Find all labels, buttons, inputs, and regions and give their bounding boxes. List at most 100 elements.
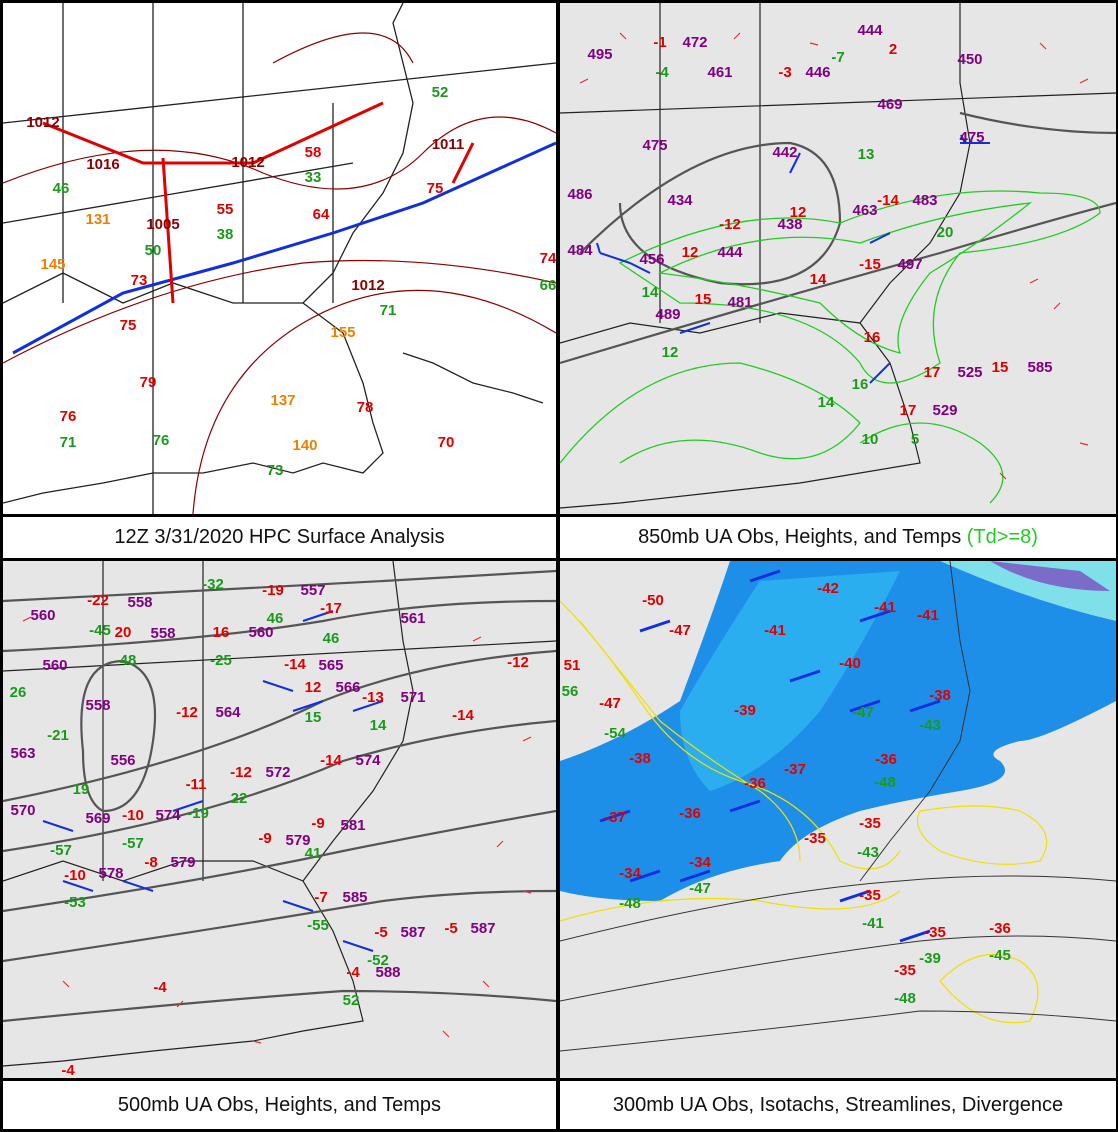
station-label: 73 (267, 462, 284, 479)
station-label: -47 (689, 880, 711, 897)
station-label: -55 (307, 917, 329, 934)
station-label: 75 (120, 317, 137, 334)
station-label: -12 (719, 216, 741, 233)
station-label: -43 (857, 844, 879, 861)
station-label: -41 (764, 622, 786, 639)
station-label: 12 (682, 244, 699, 261)
station-label: 483 (912, 192, 937, 209)
station-label: -35 (859, 887, 881, 904)
station-label: 581 (340, 817, 365, 834)
station-label: -32 (202, 576, 224, 593)
station-label: -57 (50, 842, 72, 859)
station-label: -5 (374, 924, 387, 941)
station-label: 16 (852, 376, 869, 393)
station-label: -19 (187, 805, 209, 822)
station-label: 48 (120, 652, 137, 669)
caption-text: 12Z 3/31/2020 HPC Surface Analysis (114, 526, 445, 548)
station-label: 450 (957, 51, 982, 68)
station-label: -45 (989, 947, 1011, 964)
caption: 850mb UA Obs, Heights, and Temps (Td>=8) (560, 517, 1116, 558)
station-label: 438 (777, 216, 802, 233)
station-label: 17 (924, 364, 941, 381)
station-label: 26 (10, 684, 27, 701)
station-label: 588 (375, 964, 400, 981)
station-label: -41 (862, 915, 884, 932)
station-label: -12 (230, 764, 252, 781)
station-label: 579 (170, 854, 195, 871)
station-label: -47 (852, 704, 874, 721)
station-label: 131 (85, 211, 110, 228)
station-label: 15 (992, 359, 1009, 376)
station-label: 14 (642, 284, 659, 301)
station-label: 560 (42, 657, 67, 674)
station-label: -36 (989, 920, 1011, 937)
station-label: 446 (805, 64, 830, 81)
station-label: 1011 (432, 136, 465, 153)
station-label: -4 (61, 1062, 75, 1078)
station-label: -5 (444, 920, 457, 937)
station-label: -36 (744, 775, 766, 792)
station-label: 463 (852, 202, 877, 219)
station-label: 52 (432, 84, 449, 101)
station-label: -48 (874, 774, 896, 791)
station-label: 70 (438, 434, 455, 451)
station-label: 587 (470, 920, 495, 937)
station-label: 137 (270, 392, 295, 409)
station-label: 556 (110, 752, 135, 769)
station-label: -37 (604, 809, 626, 826)
caption-text: 300mb UA Obs, Isotachs, Streamlines, Div… (612, 1093, 1064, 1116)
station-label: -35 (894, 962, 916, 979)
station-label: -14 (284, 656, 306, 673)
station-label: -48 (894, 990, 916, 1007)
station-label: 585 (342, 889, 367, 906)
station-label: 472 (682, 34, 707, 51)
station-label: -45 (89, 622, 111, 639)
station-label: -15 (859, 256, 881, 273)
station-label: 76 (153, 432, 170, 449)
station-label: -42 (817, 580, 839, 597)
station-label: 12 (662, 344, 679, 361)
station-label: -52 (367, 952, 389, 969)
station-label: 560 (30, 607, 55, 624)
station-label: -11 (186, 776, 207, 793)
station-label: 73 (131, 272, 148, 289)
station-label: -34 (689, 854, 711, 871)
station-label: -7 (314, 889, 327, 906)
500mb-map: 560 558 558 560 557 561 565 566 571 574 558 556 564 5… (3, 561, 556, 1078)
caption-text: 500mb UA Obs, Heights, and Temps (117, 1093, 442, 1116)
station-label: -12 (507, 654, 529, 671)
station-label: 33 (305, 169, 322, 186)
300mb-map: -50 -47 -42 -41 -41 -41 -40 -38 -39 -38 -36 -37 -36 -… (560, 561, 1116, 1078)
station-label: 140 (292, 437, 317, 454)
station-label: -47 (669, 622, 691, 639)
station-label: 71 (380, 302, 397, 319)
station-label: 75 (427, 180, 444, 197)
station-label: 434 (667, 192, 693, 209)
station-label: -40 (839, 655, 861, 672)
station-label: 484 (567, 242, 593, 259)
caption: 300mb UA Obs, Isotachs, Streamlines, Div… (560, 1081, 1116, 1129)
caption-text: 850mb UA Obs, Heights, and Temps (638, 526, 962, 548)
station-label: -21 (47, 727, 69, 744)
station-label: 563 (10, 745, 35, 762)
station-label: -4 (346, 964, 360, 981)
station-label: 561 (400, 610, 425, 627)
station-label: -35 (859, 815, 881, 832)
caption: 12Z 3/31/2020 HPC Surface Analysis (3, 517, 556, 558)
station-label: 566 (335, 679, 360, 696)
station-label: -17 (320, 600, 342, 617)
station-label: 20 (115, 624, 132, 641)
station-label: -19 (262, 582, 284, 599)
station-label: 569 (85, 810, 110, 827)
station-label: -48 (619, 895, 641, 912)
station-label: -37 (784, 761, 806, 778)
station-label: 570 (10, 802, 35, 819)
station-label: 558 (127, 594, 152, 611)
station-label: 66 (540, 277, 556, 294)
station-label: 529 (932, 402, 957, 419)
station-label: -39 (919, 950, 941, 967)
station-label: 564 (215, 704, 241, 721)
station-label: 558 (150, 625, 175, 642)
station-label: -41 (874, 599, 896, 616)
station-label: -12 (176, 704, 198, 721)
